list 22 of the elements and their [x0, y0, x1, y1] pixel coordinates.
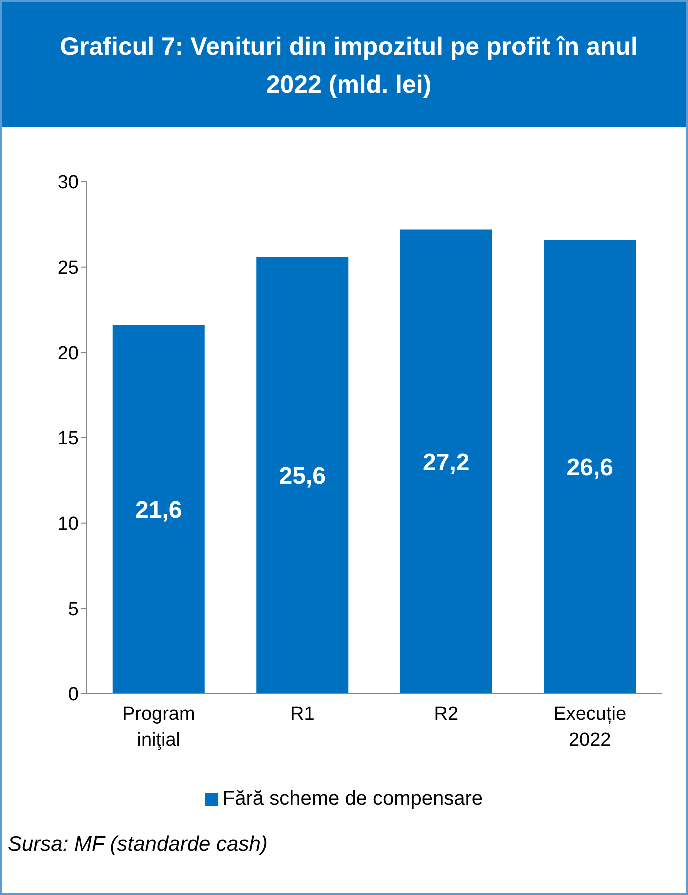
data-label: 21,6 [136, 497, 182, 524]
y-tick-label: 30 [58, 172, 79, 194]
bar [256, 257, 349, 694]
data-label: 25,6 [279, 463, 326, 490]
y-tick-label: 10 [58, 514, 79, 536]
data-label: 27,2 [423, 449, 470, 476]
bar [112, 325, 205, 694]
x-tick-label: R1 [290, 704, 315, 725]
chart-title: Graficul 7: Venituri din impozitul pe profit în anul 2022 (mld. lei) [2, 2, 686, 127]
bar [400, 230, 492, 694]
text: Sursa: MF (standarde cash) [8, 833, 269, 857]
x-tick-label: Execuție 2022 [554, 704, 627, 751]
y-tick-label: 25 [58, 258, 79, 280]
x-tick-label: R2 [434, 704, 459, 725]
y-tick-label: 5 [68, 599, 79, 620]
y-tick-label: 15 [58, 428, 79, 450]
legend-label: Fără scheme de compensare [222, 788, 484, 811]
y-tick-label: 20 [58, 343, 79, 364]
bar [544, 240, 636, 694]
y-tick-label: 0 [68, 684, 79, 706]
data-label: 26,6 [566, 454, 614, 482]
x-tick-label: Program iniţial [122, 704, 196, 751]
